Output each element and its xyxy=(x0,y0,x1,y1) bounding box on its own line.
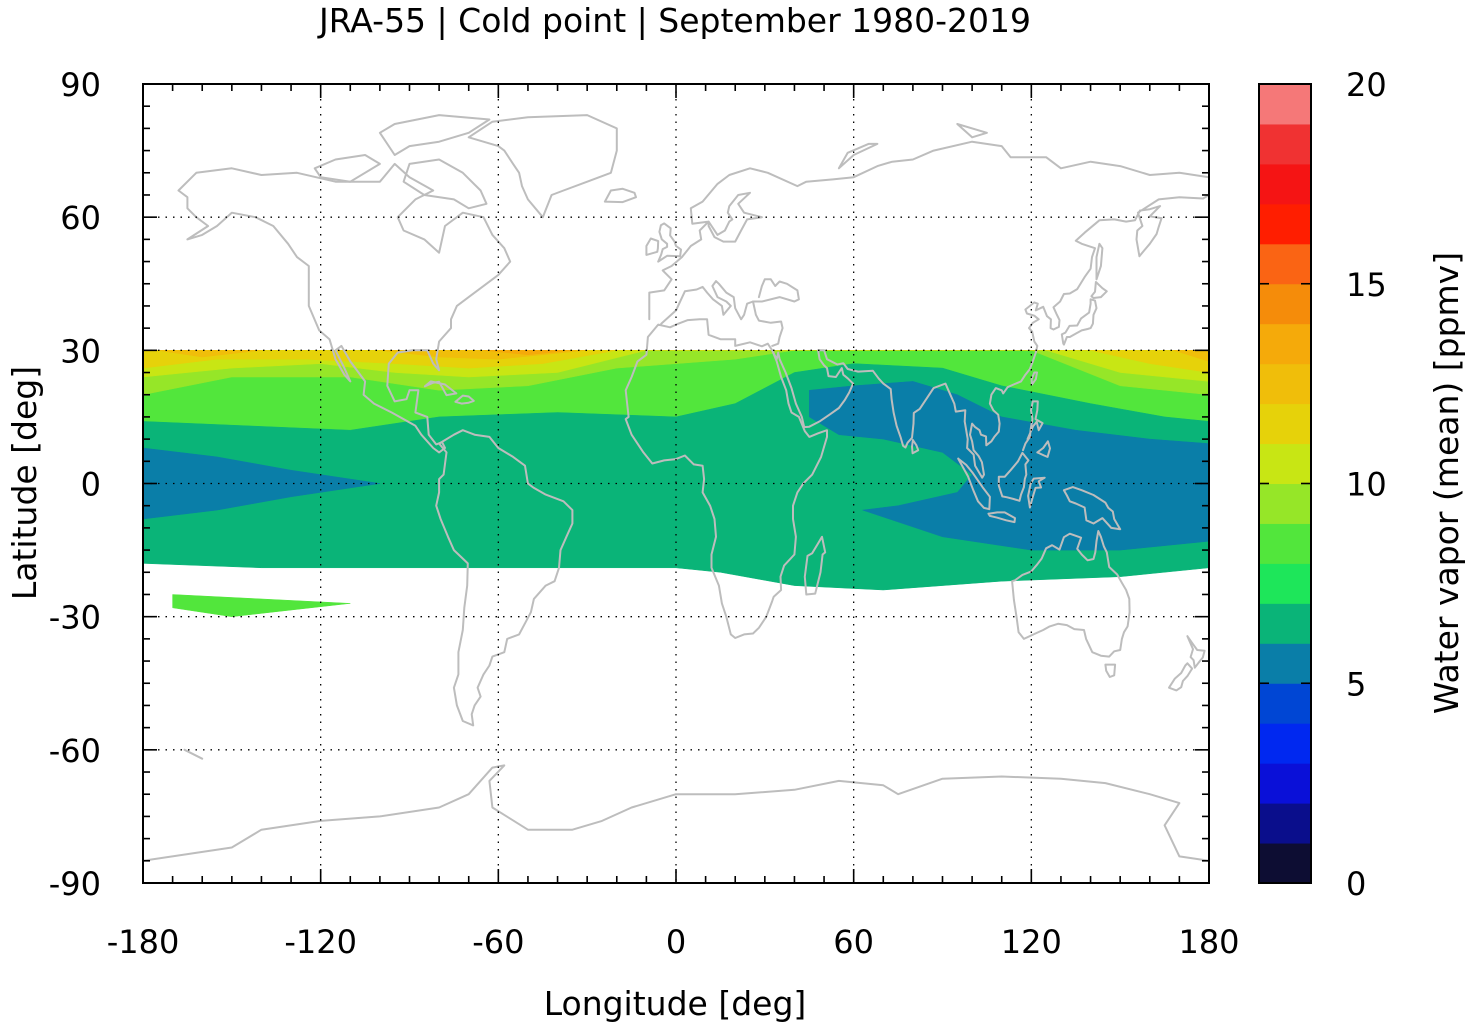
contour-region xyxy=(143,350,1209,373)
coastline xyxy=(467,114,618,219)
coastline xyxy=(1062,486,1122,531)
colorbar-segment xyxy=(1259,363,1311,405)
y-tick-label: -90 xyxy=(49,865,101,903)
y-tick-label: -60 xyxy=(49,732,101,770)
coastline xyxy=(1095,242,1104,281)
colorbar-segment xyxy=(1259,203,1311,245)
colorbar-segment xyxy=(1259,283,1311,325)
coastline xyxy=(1036,440,1051,458)
colorbar-tick-label: 15 xyxy=(1346,266,1387,304)
coastline xyxy=(645,237,660,256)
y-axis-label: Latitude [deg] xyxy=(5,366,44,600)
x-tick-label: 60 xyxy=(833,923,874,961)
coastline xyxy=(657,222,682,263)
colorbar xyxy=(1259,84,1311,884)
coastline xyxy=(1186,635,1206,669)
colorbar-segment xyxy=(1259,763,1311,804)
colorbar-tick-label: 5 xyxy=(1346,665,1366,703)
grid-lines xyxy=(143,84,1209,883)
colorbar-segment xyxy=(1259,403,1311,445)
coastline xyxy=(803,535,827,596)
coastline xyxy=(1027,476,1046,509)
coastline xyxy=(1090,281,1108,299)
coastline xyxy=(660,278,800,325)
y-tick-label: 30 xyxy=(60,332,101,370)
coastline xyxy=(997,451,1030,502)
coastline xyxy=(313,154,381,183)
y-tick-label: 90 xyxy=(60,66,101,104)
coastline xyxy=(648,140,1209,321)
colorbar-segment xyxy=(1259,123,1311,165)
x-tick-label: -60 xyxy=(472,923,524,961)
colorbar-segment xyxy=(1259,643,1311,684)
contour-region xyxy=(143,447,380,520)
x-tick-label: 0 xyxy=(666,923,686,961)
colorbar-segment xyxy=(1259,723,1311,764)
colorbar-segment xyxy=(1259,683,1311,724)
contour-region xyxy=(483,350,573,356)
colorbar-tick-label: 0 xyxy=(1346,865,1366,903)
contour-region xyxy=(1173,350,1209,362)
colorbar-segment xyxy=(1259,243,1311,285)
y-tick-label: -30 xyxy=(49,599,101,637)
coastline xyxy=(435,429,574,727)
coastline xyxy=(177,162,512,454)
colorbar-segment xyxy=(1259,843,1311,884)
colorbar-label: Water vapor (mean) [ppmv] xyxy=(1427,252,1466,714)
colorbar-segment xyxy=(1259,323,1311,365)
coastline xyxy=(423,380,458,397)
coastline xyxy=(1104,663,1117,678)
coastline xyxy=(603,187,637,204)
coastline xyxy=(957,457,991,511)
coastline xyxy=(987,511,1016,524)
x-tick-label: 180 xyxy=(1178,923,1239,961)
x-tick-labels: -180 -120 -60 0 60 120 180 xyxy=(107,923,1240,961)
colorbar-segment xyxy=(1259,84,1311,125)
contour-region xyxy=(157,350,262,358)
coastline xyxy=(378,114,491,156)
coastline xyxy=(1011,530,1131,658)
coastline xyxy=(183,748,204,760)
coastline xyxy=(837,142,879,170)
colorbar-segment xyxy=(1259,163,1311,205)
colorbar-segment xyxy=(1259,483,1311,524)
colorbar-tick-label: 20 xyxy=(1346,66,1387,104)
y-tick-labels: 90 60 30 0 -30 -60 -90 xyxy=(49,66,101,903)
coastline xyxy=(1060,298,1098,346)
coastline xyxy=(454,394,475,405)
x-tick-label: -180 xyxy=(107,923,180,961)
axis-ticks xyxy=(142,83,1210,884)
colorbar-segment xyxy=(1259,603,1311,644)
coastline xyxy=(911,439,920,455)
colorbar-ticks: 0 5 10 15 20 xyxy=(1259,66,1387,903)
coastline xyxy=(752,300,784,347)
colorbar-segment xyxy=(1259,563,1311,604)
contour-region xyxy=(172,594,351,617)
x-tick-label: 120 xyxy=(1001,923,1062,961)
coastlines xyxy=(143,114,1209,862)
coastline xyxy=(624,318,828,639)
coastline xyxy=(143,764,1209,862)
x-axis-label: Longitude [deg] xyxy=(544,984,807,1023)
chart-title: JRA-55 | Cold point | September 1980-201… xyxy=(317,1,1031,40)
coastline xyxy=(1022,400,1044,452)
colorbar-segment xyxy=(1259,523,1311,564)
coastline xyxy=(1030,371,1038,386)
coastline xyxy=(402,158,488,210)
y-tick-label: 60 xyxy=(60,199,101,237)
colorbar-tick-label: 10 xyxy=(1346,466,1387,504)
coastline xyxy=(956,123,988,139)
x-tick-label: -120 xyxy=(284,923,357,961)
colorbar-segment xyxy=(1259,803,1311,844)
colorbar-segment xyxy=(1259,443,1311,484)
y-tick-label: 0 xyxy=(81,466,101,504)
coastline xyxy=(1168,662,1194,692)
